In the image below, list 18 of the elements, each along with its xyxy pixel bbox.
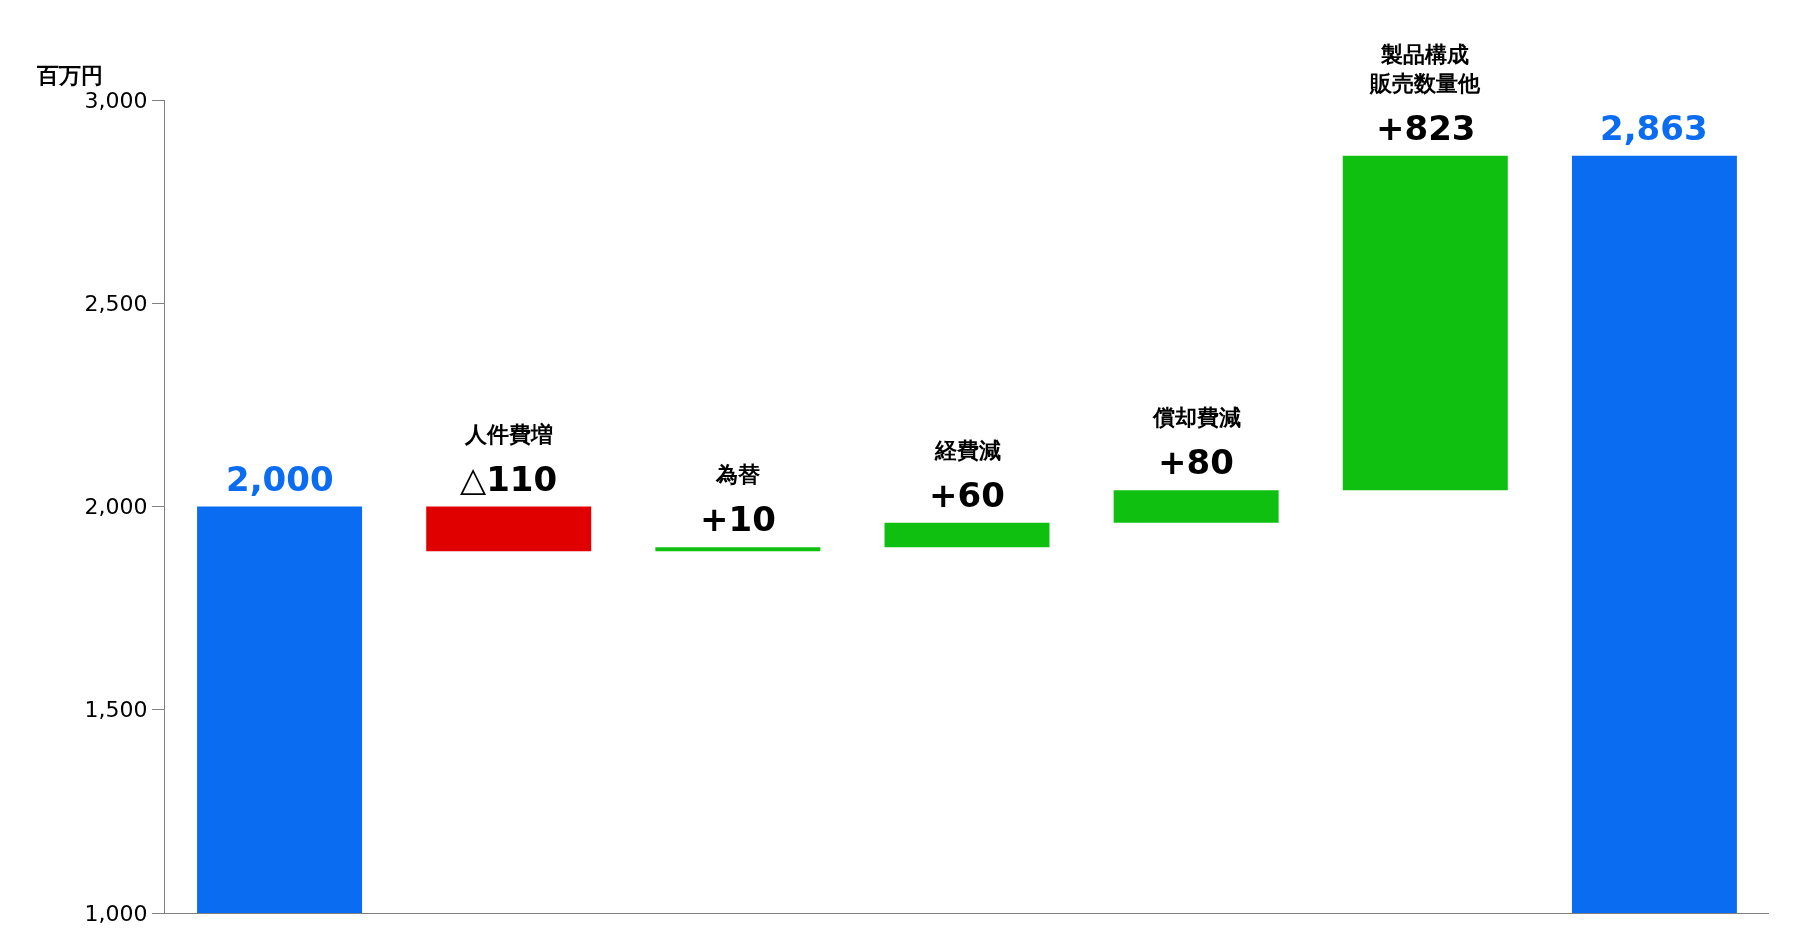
data-label: +10 xyxy=(700,499,776,539)
x-tick-label: 製品構成販売数量他 xyxy=(1369,42,1481,96)
x-tick-label: 為替 xyxy=(715,462,760,487)
x-tick-label: 人件費増 xyxy=(464,422,553,447)
x-tick-label: 経費減 xyxy=(934,438,1001,463)
x-tick-label: 償却費減 xyxy=(1152,405,1241,430)
data-label: △110 xyxy=(460,459,558,499)
y-tick-label: 1,000 xyxy=(84,900,148,926)
data-label: +80 xyxy=(1158,442,1234,482)
y-tick-label: 2,000 xyxy=(84,494,148,520)
data-label: 2,863 xyxy=(1600,108,1708,148)
y-tick-label: 3,000 xyxy=(84,87,148,113)
data-label: 2,000 xyxy=(226,459,334,499)
y-tick-label: 1,500 xyxy=(84,697,148,723)
data-label: +60 xyxy=(929,475,1005,515)
y-axis-title: 百万円 xyxy=(36,63,103,88)
data-label: +823 xyxy=(1376,108,1476,148)
y-tick-label: 2,500 xyxy=(84,290,148,316)
